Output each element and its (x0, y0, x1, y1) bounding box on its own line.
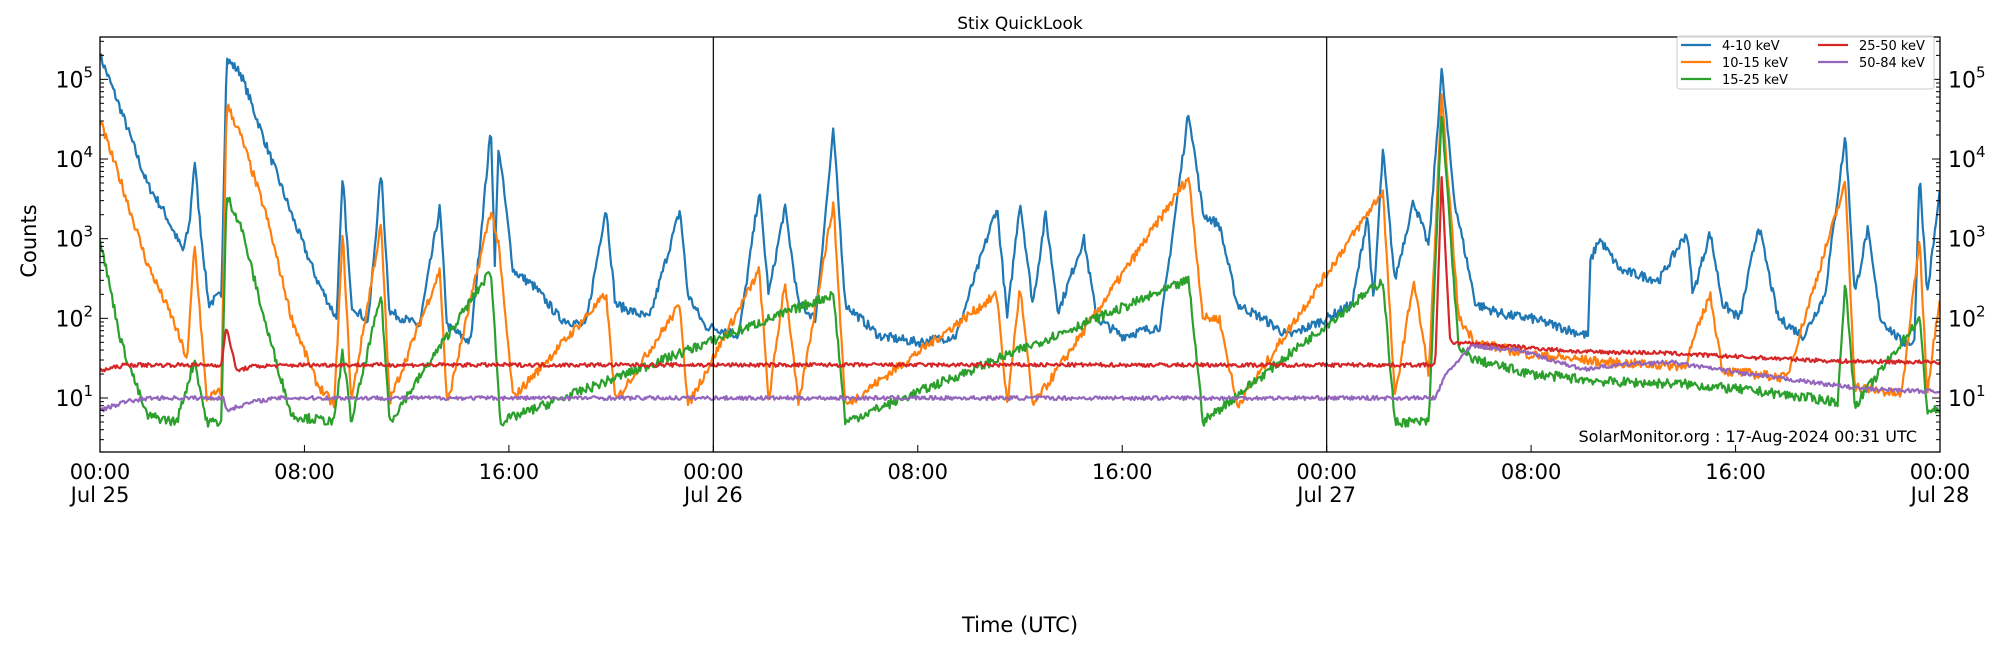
legend-entry-label: 10-15 keV (1722, 56, 1788, 71)
legend-entry-label: 4-10 keV (1722, 39, 1780, 54)
y-tick-label: 104 (1948, 143, 1986, 173)
x-tick-label: 00:00 (70, 460, 131, 484)
x-tick-label: 00:00 (683, 460, 744, 484)
legend-entry-label: 50-84 keV (1859, 56, 1925, 71)
legend-entry-label: 25-50 keV (1859, 39, 1925, 54)
y-tick-label: 103 (1948, 223, 1986, 253)
x-tick-label: 08:00 (274, 460, 335, 484)
footer-annotation: SolarMonitor.org : 17-Aug-2024 00:31 UTC (1578, 427, 1917, 446)
y-tick-label: 102 (1948, 302, 1986, 332)
x-tick-label: 16:00 (479, 460, 540, 484)
y-tick-label: 105 (55, 63, 93, 93)
y-axis-label: Counts (17, 204, 41, 277)
legend: 4-10 keV 10-15 keV 15-25 keV 25-50 keV 50-84… (1676, 35, 1935, 90)
x-tick-label: 16:00 (1092, 460, 1153, 484)
chart-title: Stix QuickLook (957, 14, 1083, 34)
y-tick-label: 105 (1948, 63, 1986, 93)
y-tick-label: 103 (55, 223, 93, 253)
day-separator-lines (712, 37, 1328, 452)
x-tick-label: 08:00 (1501, 460, 1562, 484)
series-line-10-15-kev (100, 93, 1940, 409)
plot-frame (99, 36, 1941, 453)
x-axis-label: Time (UTC) (961, 613, 1078, 637)
series-line-25-50-kev (100, 176, 1940, 373)
x-tick-label: 16:00 (1705, 460, 1766, 484)
series-line-15-25-kev (100, 115, 1940, 428)
x-tick-label: 00:00 (1910, 460, 1971, 484)
y-tick-label: 101 (1948, 382, 1986, 412)
x-tick-label: 00:00 (1296, 460, 1357, 484)
x-tick-date-label: Jul 28 (1909, 483, 1970, 507)
y-axis-ticks: 101 101 102 102 103 103 104 104 105 105 (55, 40, 1986, 441)
legend-box (1676, 35, 1935, 90)
y-tick-label: 104 (55, 143, 93, 173)
series-layer (100, 53, 1940, 428)
x-tick-date-label: Jul 25 (69, 483, 130, 507)
series-line-4-10-kev (100, 53, 1940, 348)
legend-entry-label: 15-25 keV (1722, 73, 1788, 88)
series-line-50-84-kev (100, 343, 1940, 413)
y-tick-label: 101 (55, 382, 93, 412)
x-tick-date-label: Jul 26 (682, 483, 743, 507)
x-tick-date-label: Jul 27 (1295, 483, 1356, 507)
y-tick-label: 102 (55, 302, 93, 332)
x-tick-label: 08:00 (888, 460, 949, 484)
